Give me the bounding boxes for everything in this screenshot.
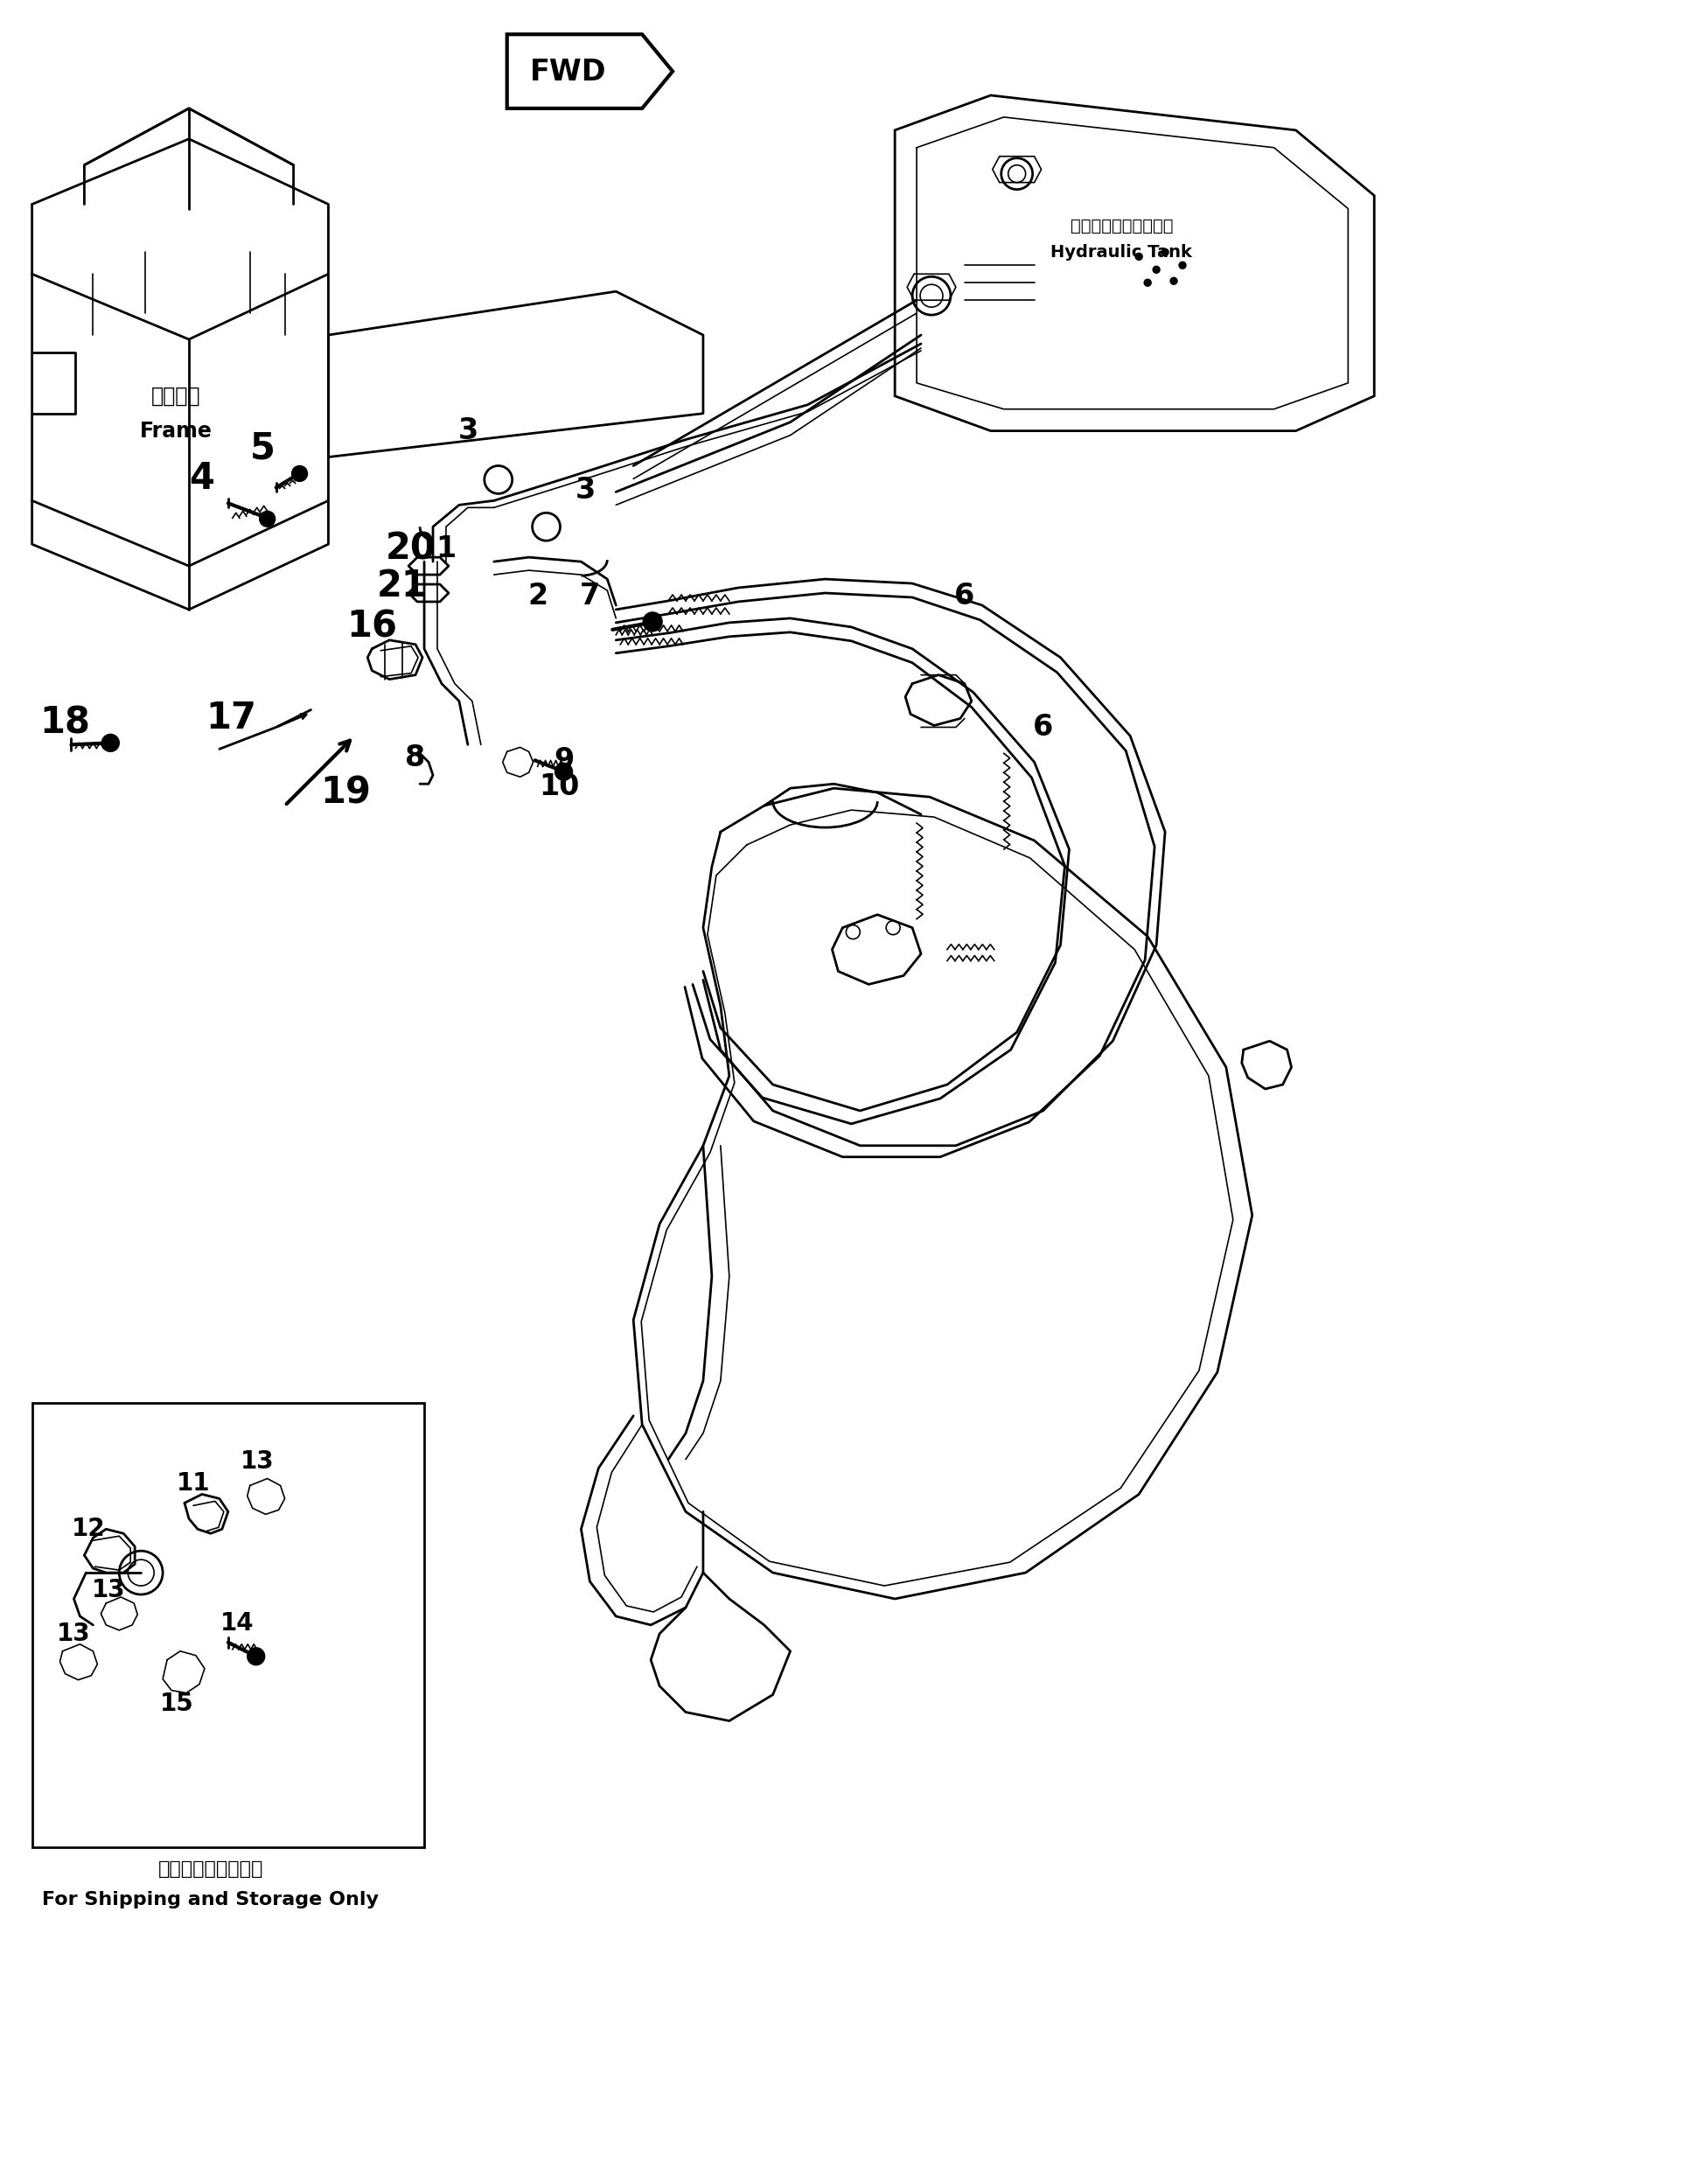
Text: 18: 18 [41,705,91,740]
Text: 17: 17 [206,701,257,736]
Circle shape [1134,253,1141,260]
Circle shape [555,762,572,780]
Text: 11: 11 [176,1472,209,1496]
Text: 6: 6 [954,583,974,612]
Circle shape [1170,277,1177,284]
Text: 6: 6 [1033,712,1053,743]
Text: For Shipping and Storage Only: For Shipping and Storage Only [42,1891,378,1909]
Text: Frame: Frame [140,419,213,441]
Text: 3: 3 [576,476,596,505]
Text: 12: 12 [73,1518,106,1542]
Circle shape [643,612,662,631]
Circle shape [292,465,307,480]
Circle shape [1178,262,1185,269]
Text: 2: 2 [527,583,547,612]
Bar [32,1402,424,1848]
Text: 10: 10 [538,773,579,802]
Circle shape [260,511,275,526]
Text: 13: 13 [240,1448,273,1474]
Text: 3: 3 [457,417,478,446]
Circle shape [246,1647,265,1664]
Circle shape [1143,280,1151,286]
Text: 9: 9 [554,747,574,775]
Text: 4: 4 [189,461,214,498]
Circle shape [1153,266,1160,273]
Circle shape [101,734,120,751]
Text: FWD: FWD [530,57,606,85]
Text: フレーム: フレーム [150,387,201,406]
Text: 16: 16 [346,609,397,644]
Text: 19: 19 [321,775,371,810]
Text: 1: 1 [436,535,456,563]
Text: Hydraulic Tank: Hydraulic Tank [1050,245,1192,260]
Polygon shape [506,35,672,109]
Text: 20: 20 [385,531,436,568]
Text: ハイドロリックタンク: ハイドロリックタンク [1070,218,1171,234]
Text: 輸送及び保管用部品: 輸送及び保管用部品 [159,1861,263,1878]
Polygon shape [895,96,1374,430]
Circle shape [1161,249,1168,256]
Text: 13: 13 [57,1621,91,1647]
Text: 13: 13 [91,1577,125,1603]
Text: 21: 21 [376,568,427,605]
Text: 15: 15 [160,1690,194,1717]
Text: 8: 8 [405,743,425,773]
Text: 5: 5 [250,430,275,467]
Text: 14: 14 [219,1612,253,1636]
Text: 7: 7 [579,583,599,612]
